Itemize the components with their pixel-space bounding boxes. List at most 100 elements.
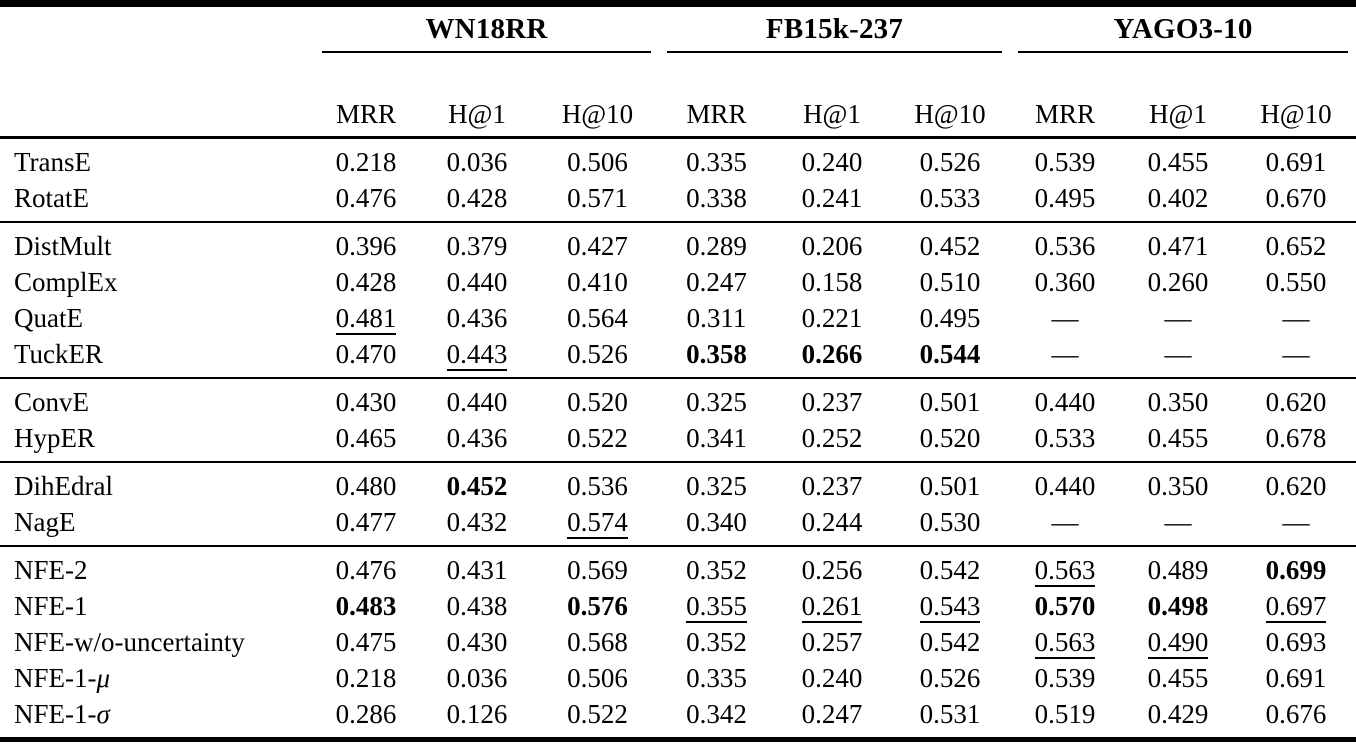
metric-value-cell: 0.652 bbox=[1236, 231, 1356, 262]
section-divider-rule bbox=[0, 461, 1356, 463]
value-text: 0.430 bbox=[446, 626, 508, 657]
value-text: — bbox=[1051, 338, 1079, 369]
row-label: HypER bbox=[14, 422, 95, 453]
metric-value-cell: 0.440 bbox=[418, 387, 536, 418]
value-text: 0.530 bbox=[919, 506, 981, 537]
value-text: 0.379 bbox=[446, 230, 508, 261]
metric-value-cell: 0.237 bbox=[774, 387, 890, 418]
value-text: 0.429 bbox=[1147, 698, 1209, 729]
metric-value-cell: 0.455 bbox=[1120, 147, 1236, 178]
table-section-1: DistMult 0.396 0.379 0.427 0.289 0.206 0.452 0.… bbox=[0, 223, 1356, 377]
value-text: 0.536 bbox=[567, 470, 628, 501]
metric-value-cell: 0.206 bbox=[774, 231, 890, 262]
value-text: — bbox=[1051, 302, 1079, 333]
value-text: 0.539 bbox=[1034, 146, 1096, 177]
table-row: ComplEx 0.428 0.440 0.410 0.247 0.158 0.510 0.3… bbox=[0, 264, 1356, 300]
metric-value-cell: 0.289 bbox=[659, 231, 774, 262]
value-text: 0.455 bbox=[1147, 146, 1209, 177]
value-text: 0.440 bbox=[1034, 470, 1096, 501]
metric-value-cell: 0.341 bbox=[659, 423, 774, 454]
metric-header-h1-group0: H@1 bbox=[448, 99, 506, 129]
value-text: 0.574 bbox=[567, 507, 628, 539]
metric-value-cell: 0.427 bbox=[536, 231, 659, 262]
value-text: 0.311 bbox=[686, 302, 747, 333]
value-text: 0.531 bbox=[919, 698, 981, 729]
value-text: 0.476 bbox=[335, 554, 397, 585]
metric-value-cell: 0.542 bbox=[890, 555, 1010, 586]
value-text: — bbox=[1164, 338, 1192, 369]
metric-value-cell: 0.355 bbox=[659, 591, 774, 623]
value-text: 0.252 bbox=[801, 422, 863, 453]
value-text: 0.206 bbox=[801, 230, 863, 261]
value-text: 0.550 bbox=[1265, 266, 1327, 297]
metric-header-mrr-group0: MRR bbox=[335, 99, 397, 129]
metric-value-cell: 0.471 bbox=[1120, 231, 1236, 262]
value-text: 0.501 bbox=[919, 470, 981, 501]
metric-value-cell: 0.350 bbox=[1120, 387, 1236, 418]
metric-value-cell: 0.477 bbox=[314, 507, 418, 538]
metric-value-cell: 0.495 bbox=[890, 303, 1010, 334]
missing-value-cell: — bbox=[1120, 303, 1236, 334]
metric-value-cell: 0.676 bbox=[1236, 699, 1356, 730]
value-text: 0.289 bbox=[686, 230, 747, 261]
metric-value-cell: 0.342 bbox=[659, 699, 774, 730]
metric-value-cell: 0.252 bbox=[774, 423, 890, 454]
value-text: 0.477 bbox=[335, 506, 397, 537]
row-label-math-symbol: μ bbox=[96, 662, 111, 693]
value-text: 0.350 bbox=[1147, 470, 1209, 501]
value-text: 0.240 bbox=[801, 662, 863, 693]
value-text: 0.427 bbox=[567, 230, 628, 261]
metric-value-cell: 0.335 bbox=[659, 147, 774, 178]
header-bottom-rule bbox=[0, 136, 1356, 139]
value-text: 0.410 bbox=[567, 266, 628, 297]
metric-value-cell: 0.533 bbox=[890, 183, 1010, 214]
table-row: DihEdral 0.480 0.452 0.536 0.325 0.237 0.501 0.… bbox=[0, 468, 1356, 504]
value-text: — bbox=[1282, 302, 1310, 333]
metric-value-cell: 0.352 bbox=[659, 627, 774, 658]
value-text: 0.564 bbox=[567, 302, 628, 333]
table-row: TransE 0.218 0.036 0.506 0.335 0.240 0.526 0.53… bbox=[0, 144, 1356, 180]
group-header-wn18rr: WN18RR bbox=[425, 12, 548, 45]
missing-value-cell: — bbox=[1236, 507, 1356, 538]
section-divider-rule bbox=[0, 545, 1356, 547]
row-label-math-symbol: σ bbox=[96, 698, 110, 729]
value-text: 0.325 bbox=[686, 386, 747, 417]
value-text: 0.352 bbox=[686, 554, 747, 585]
metric-value-cell: 0.455 bbox=[1120, 423, 1236, 454]
metric-value-cell: 0.379 bbox=[418, 231, 536, 262]
metric-value-cell: 0.544 bbox=[890, 339, 1010, 370]
value-text: 0.620 bbox=[1265, 386, 1327, 417]
row-label: ConvE bbox=[14, 386, 90, 417]
value-text: 0.539 bbox=[1034, 662, 1096, 693]
metric-value-cell: 0.510 bbox=[890, 267, 1010, 298]
value-text: 0.542 bbox=[919, 626, 981, 657]
missing-value-cell: — bbox=[1236, 303, 1356, 334]
value-text: 0.697 bbox=[1265, 591, 1327, 623]
metric-value-cell: 0.237 bbox=[774, 471, 890, 502]
table-row: TuckER 0.470 0.443 0.526 0.358 0.266 0.544 — — — bbox=[0, 336, 1356, 372]
value-text: 0.533 bbox=[919, 182, 981, 213]
value-text: 0.402 bbox=[1147, 182, 1209, 213]
value-text: 0.481 bbox=[335, 303, 397, 335]
value-text: 0.569 bbox=[567, 554, 628, 585]
metric-value-cell: 0.428 bbox=[418, 183, 536, 214]
value-text: 0.476 bbox=[335, 182, 397, 213]
metric-value-cell: 0.476 bbox=[314, 555, 418, 586]
metric-value-cell: 0.542 bbox=[890, 627, 1010, 658]
metric-value-cell: 0.520 bbox=[890, 423, 1010, 454]
value-text: 0.036 bbox=[446, 146, 508, 177]
metric-value-cell: 0.358 bbox=[659, 339, 774, 370]
metric-value-cell: 0.526 bbox=[536, 339, 659, 370]
value-text: 0.360 bbox=[1034, 266, 1096, 297]
value-text: 0.471 bbox=[1147, 230, 1209, 261]
metric-header-h1-group1: H@1 bbox=[803, 99, 861, 129]
metric-value-cell: 0.506 bbox=[536, 147, 659, 178]
value-text: 0.475 bbox=[335, 626, 397, 657]
table-section-4: NFE-2 0.476 0.431 0.569 0.352 0.256 0.542 0.563… bbox=[0, 547, 1356, 737]
metric-value-cell: 0.539 bbox=[1010, 663, 1120, 694]
value-text: 0.563 bbox=[1034, 555, 1096, 587]
value-text: 0.218 bbox=[335, 146, 397, 177]
value-text: 0.543 bbox=[919, 591, 981, 623]
row-label: RotatE bbox=[14, 182, 89, 213]
metric-value-cell: 0.533 bbox=[1010, 423, 1120, 454]
